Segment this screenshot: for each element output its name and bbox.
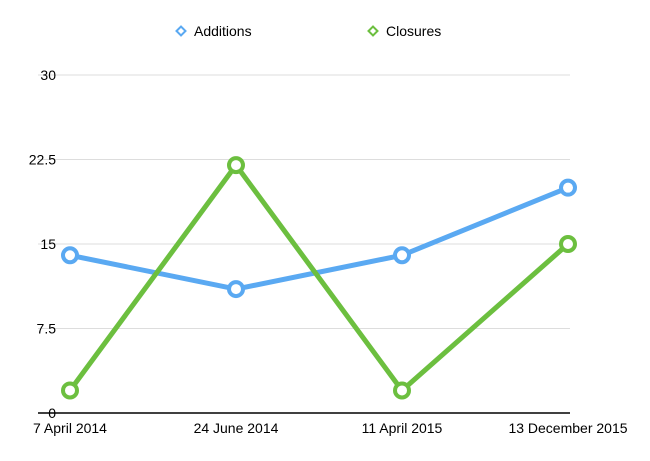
y-tick-label: 30	[40, 67, 56, 83]
data-point-closures[interactable]	[393, 381, 411, 400]
legend-label: Closures	[386, 23, 441, 39]
x-tick-label: 7 April 2014	[33, 420, 107, 436]
x-tick-label: 11 April 2015	[362, 420, 443, 436]
series-points	[61, 156, 577, 400]
legend: Additions Closures	[175, 23, 441, 39]
y-tick-label: 15	[40, 236, 56, 252]
series-line-closures	[67, 162, 571, 393]
data-point-closures[interactable]	[61, 381, 79, 400]
y-tick-label: 22.5	[29, 152, 56, 168]
x-tick-label: 24 June 2014	[194, 420, 279, 436]
data-point-additions[interactable]	[227, 280, 245, 299]
series-line-additions	[67, 185, 571, 292]
series-lines	[67, 162, 571, 393]
gridlines	[38, 74, 570, 329]
data-point-closures[interactable]	[559, 235, 577, 253]
y-tick-label: 7.5	[37, 321, 57, 337]
data-point-additions[interactable]	[393, 246, 411, 265]
legend-marker-icon	[175, 25, 187, 37]
data-point-additions[interactable]	[61, 246, 79, 265]
data-point-closures[interactable]	[227, 156, 245, 175]
legend-marker-icon	[367, 25, 379, 37]
data-point-additions[interactable]	[559, 178, 577, 197]
legend-label: Additions	[194, 23, 252, 39]
x-tick-label: 13 December 2015	[508, 420, 627, 436]
x-axis-ticks: 7 April 2014 24 June 2014 11 April 2015 13 …	[33, 420, 628, 436]
